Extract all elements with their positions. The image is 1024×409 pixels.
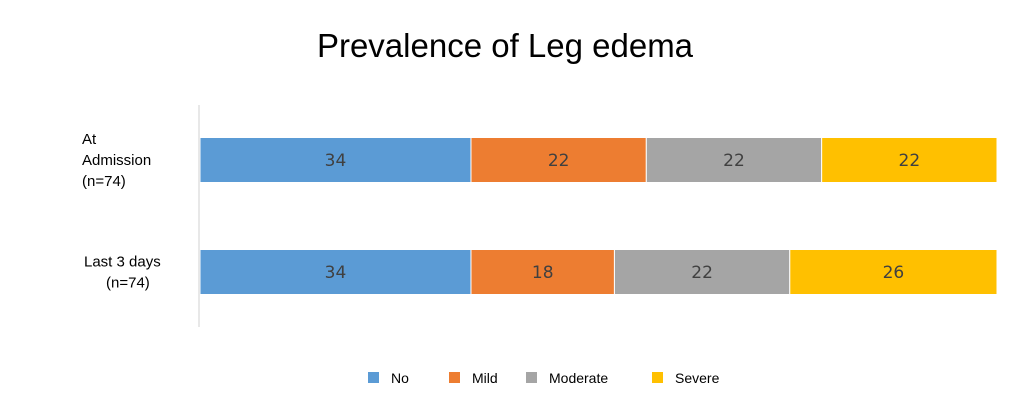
data-label-moderate-1: 22 (723, 151, 745, 171)
legend-label-moderate: Moderate (549, 370, 608, 386)
data-label-moderate-2: 22 (691, 263, 713, 283)
category-label-1-line-2: Admission (82, 152, 151, 169)
category-label-1-line-3: (n=74) (82, 173, 126, 190)
category-label-1-line-1: At (82, 131, 97, 148)
legend-swatch-mild (449, 372, 460, 383)
bar-segment-severe-2 (789, 249, 998, 295)
data-label-mild-1: 22 (548, 151, 570, 171)
legend: No Mild Moderate Severe (368, 370, 720, 386)
bar-segment-mild-2 (470, 249, 615, 295)
legend-swatch-no (368, 372, 379, 383)
legend-label-mild: Mild (472, 370, 498, 386)
legend-label-no: No (391, 370, 409, 386)
legend-swatch-severe (652, 372, 663, 383)
bars-layer (199, 137, 998, 295)
category-label-2-line-1: Last 3 days (84, 254, 161, 271)
data-label-mild-2: 18 (532, 263, 554, 283)
data-label-severe-2: 26 (883, 263, 905, 283)
bar-segment-severe-1 (821, 137, 998, 183)
legend-label-severe: Severe (675, 370, 720, 386)
data-label-no-1: 34 (325, 151, 347, 171)
category-label-2-line-2: (n=74) (106, 275, 150, 292)
category-labels: 34 22 22 22 At Admission (n=74) 34 18 22 26 Last 3 … (82, 131, 920, 292)
chart-title: Prevalence of Leg edema (317, 27, 694, 64)
data-label-no-2: 34 (325, 263, 347, 283)
data-label-severe-1: 22 (899, 151, 921, 171)
bar-segment-moderate-1 (645, 137, 823, 183)
bar-segment-no-1 (199, 137, 472, 183)
legend-swatch-moderate (526, 372, 537, 383)
bar-segment-mild-1 (470, 137, 647, 183)
